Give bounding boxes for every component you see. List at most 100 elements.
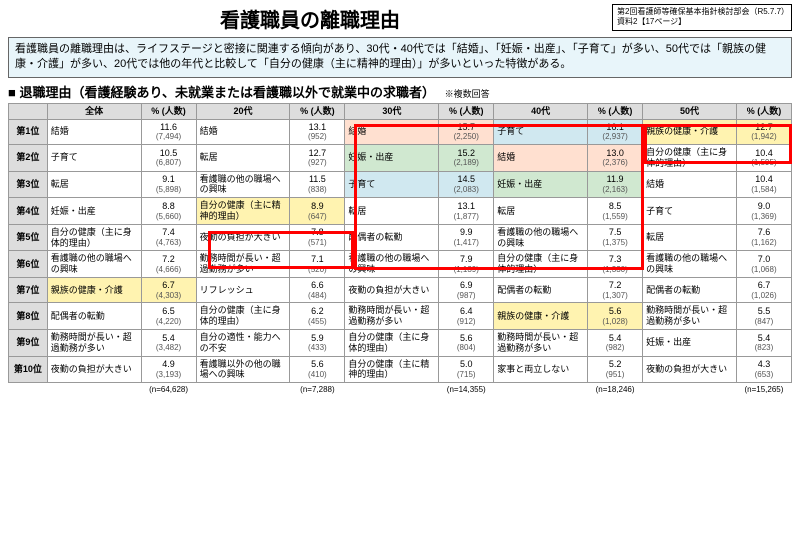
total-all: (n=64,628) [141, 383, 196, 397]
col-rank [9, 103, 48, 119]
reason-cell: 妊娠・出産 [345, 144, 439, 171]
reason-cell: 自分の健康（主に身体的理由） [643, 144, 737, 171]
pct-cell: 11.6(7,494) [141, 119, 196, 144]
col-20: 20代 [196, 103, 290, 119]
pct-cell: 5.6(1,028) [588, 303, 643, 330]
pct-cell: 6.6(484) [290, 277, 345, 302]
pct-cell: 7.0(1,068) [736, 251, 791, 278]
reasons-table: 全体% (人数) 20代% (人数) 30代% (人数) 40代% (人数) 5… [8, 103, 792, 397]
pct-cell: 9.1(5,898) [141, 171, 196, 198]
rank-cell: 第9位 [9, 329, 48, 356]
pct-cell: 11.9(2,163) [588, 171, 643, 198]
reason-cell: 妊娠・出産 [643, 329, 737, 356]
subtitle-note: ※複数回答 [445, 89, 490, 99]
pct-cell: 7.2(1,307) [588, 277, 643, 302]
reason-cell: 自分の適性・能力への不安 [196, 329, 290, 356]
pct-cell: 13.1(1,877) [439, 198, 494, 225]
pct-cell: 4.9(3,193) [141, 356, 196, 383]
col-all: 全体 [47, 103, 141, 119]
pct-cell: 5.6(410) [290, 356, 345, 383]
subtitle-text: ■ 退職理由（看護経験あり、未就業または看護職以外で就業中の求職者） [8, 85, 435, 100]
rank-cell: 第8位 [9, 303, 48, 330]
reason-cell: 看護職の他の職場への興味 [345, 251, 439, 278]
table-row: 第2位子育て10.5(6,807)転居12.7(927)妊娠・出産15.2(2,… [9, 144, 792, 171]
reason-cell: 親族の健康・介護 [643, 119, 737, 144]
pct-cell: 9.0(1,369) [736, 198, 791, 225]
col-all-pct: % (人数) [141, 103, 196, 119]
pct-cell: 5.4(823) [736, 329, 791, 356]
reason-cell: 結婚 [47, 119, 141, 144]
table-row: 第1位結婚11.6(7,494)結婚13.1(952)結婚15.7(2,250)… [9, 119, 792, 144]
pct-cell: 7.5(1,375) [588, 224, 643, 251]
source-line2: 資料2【17ページ】 [617, 17, 787, 27]
reason-cell: 子育て [643, 198, 737, 225]
total-40: (n=18,246) [588, 383, 643, 397]
reason-cell: 子育て [345, 171, 439, 198]
reason-cell: 自分の健康（主に身体的理由） [196, 303, 290, 330]
reason-cell: 自分の健康（主に身体的理由） [47, 224, 141, 251]
pct-cell: 7.1(520) [290, 251, 345, 278]
reason-cell: 配偶者の転勤 [345, 224, 439, 251]
pct-cell: 7.6(1,162) [736, 224, 791, 251]
reason-cell: 夜勤の負担が大きい [47, 356, 141, 383]
reason-cell: 看護職の他の職場への興味 [47, 251, 141, 278]
reason-cell: 転居 [643, 224, 737, 251]
pct-cell: 15.7(2,250) [439, 119, 494, 144]
reason-cell: 妊娠・出産 [494, 171, 588, 198]
pct-cell: 12.7(1,942) [736, 119, 791, 144]
rank-cell: 第7位 [9, 277, 48, 302]
reason-cell: 自分の健康（主に身体的理由） [494, 251, 588, 278]
pct-cell: 4.3(653) [736, 356, 791, 383]
reason-cell: 妊娠・出産 [47, 198, 141, 225]
pct-cell: 5.5(847) [736, 303, 791, 330]
table-row: 第10位夜勤の負担が大きい4.9(3,193)看護職以外の他の職場への興味5.6… [9, 356, 792, 383]
subtitle: ■ 退職理由（看護経験あり、未就業または看護職以外で就業中の求職者） ※複数回答 [8, 82, 792, 101]
pct-cell: 6.2(455) [290, 303, 345, 330]
reason-cell: 看護職の他の職場への興味 [643, 251, 737, 278]
table-row: 第6位看護職の他の職場への興味7.2(4,666)勤務時間が長い・超過勤務が多い… [9, 251, 792, 278]
reason-cell: 親族の健康・介護 [47, 277, 141, 302]
reason-cell: 勤務時間が長い・超過勤務が多い [643, 303, 737, 330]
reason-cell: リフレッシュ [196, 277, 290, 302]
col-40-pct: % (人数) [588, 103, 643, 119]
reason-cell: 転居 [494, 198, 588, 225]
total-20: (n=7,288) [290, 383, 345, 397]
reason-cell: 結婚 [643, 171, 737, 198]
reason-cell: 結婚 [494, 144, 588, 171]
pct-cell: 10.4(1,595) [736, 144, 791, 171]
reason-cell: 勤務時間が長い・超過勤務が多い [345, 303, 439, 330]
pct-cell: 13.0(2,376) [588, 144, 643, 171]
reason-cell: 自分の健康（主に精神的理由） [196, 198, 290, 225]
reason-cell: 配偶者の転勤 [494, 277, 588, 302]
intro-text: 看護職員の離職理由は、ライフステージと密接に関連する傾向があり、30代・40代で… [8, 37, 792, 78]
reason-cell: 看護職以外の他の職場への興味 [196, 356, 290, 383]
pct-cell: 5.4(3,482) [141, 329, 196, 356]
pct-cell: 7.8(571) [290, 224, 345, 251]
reason-cell: 転居 [47, 171, 141, 198]
table-row: 第5位自分の健康（主に身体的理由）7.4(4,763)夜勤の負担が大きい7.8(… [9, 224, 792, 251]
pct-cell: 11.5(838) [290, 171, 345, 198]
reason-cell: 子育て [494, 119, 588, 144]
rank-cell: 第6位 [9, 251, 48, 278]
total-50: (n=15,265) [736, 383, 791, 397]
reason-cell: 夜勤の負担が大きい [345, 277, 439, 302]
pct-cell: 13.1(952) [290, 119, 345, 144]
pct-cell: 5.9(433) [290, 329, 345, 356]
pct-cell: 15.2(2,189) [439, 144, 494, 171]
reason-cell: 配偶者の転勤 [643, 277, 737, 302]
pct-cell: 6.5(4,220) [141, 303, 196, 330]
pct-cell: 8.9(647) [290, 198, 345, 225]
rank-cell: 第10位 [9, 356, 48, 383]
pct-cell: 16.1(2,937) [588, 119, 643, 144]
rank-cell: 第2位 [9, 144, 48, 171]
pct-cell: 8.5(1,559) [588, 198, 643, 225]
col-30-pct: % (人数) [439, 103, 494, 119]
pct-cell: 7.2(4,666) [141, 251, 196, 278]
col-50: 50代 [643, 103, 737, 119]
pct-cell: 14.5(2,083) [439, 171, 494, 198]
source-line1: 第2回看護師等確保基本指針検討部会（R5.7.7） [617, 7, 787, 17]
col-50-pct: % (人数) [736, 103, 791, 119]
reason-cell: 勤務時間が長い・超過勤務が多い [494, 329, 588, 356]
page-title: 看護職員の離職理由 [8, 4, 612, 33]
table-row: 第9位 勤務時間が長い・超過勤務が多い 5.4(3,482)自分の適性・能力への不安… [9, 329, 792, 356]
